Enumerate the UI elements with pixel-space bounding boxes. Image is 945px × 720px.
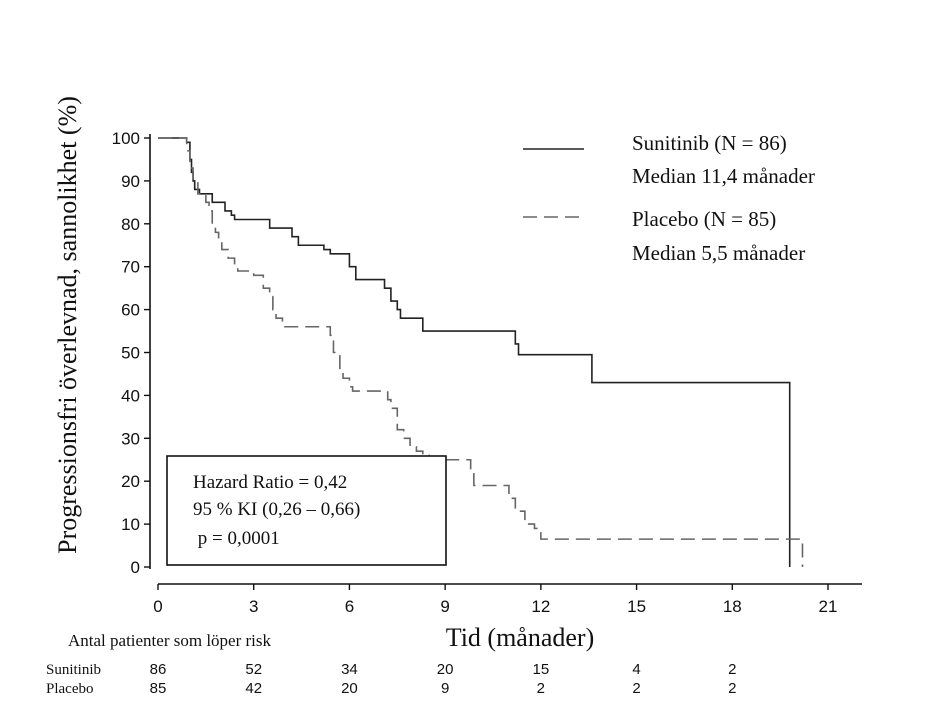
x-tick-label: 0 (153, 597, 162, 616)
at-risk-title: Antal patienter som löper risk (68, 631, 272, 650)
at-risk-value-sunitinib: 20 (437, 661, 454, 678)
at-risk-value-placebo: 20 (341, 680, 358, 697)
at-risk-value-placebo: 9 (441, 680, 449, 697)
legend: Sunitinib (N = 86) Median 11,4 månader P… (523, 131, 815, 265)
hazard-ratio-line-1: Hazard Ratio = 0,42 (193, 472, 347, 493)
at-risk-value-sunitinib: 4 (632, 661, 640, 678)
y-tick-label: 20 (121, 472, 140, 491)
hazard-ratio-line-3: p = 0,0001 (193, 528, 280, 549)
at-risk-row-label-placebo: Placebo (46, 681, 93, 697)
y-tick-label: 0 (131, 558, 140, 577)
at-risk-value-sunitinib: 2 (728, 661, 736, 678)
x-tick-label: 6 (345, 597, 354, 616)
at-risk-value-placebo: 85 (150, 680, 167, 697)
y-tick-label: 100 (112, 129, 140, 148)
at-risk-value-sunitinib: 86 (150, 661, 167, 678)
at-risk-table: Antal patienter som löper risk Sunitinib… (46, 631, 736, 697)
x-tick-label: 3 (249, 597, 258, 616)
y-tick-label: 60 (121, 301, 140, 320)
y-tick-label: 40 (121, 386, 140, 405)
hazard-ratio-frame (166, 455, 447, 566)
axes (149, 134, 862, 585)
series-placebo-curve (158, 137, 804, 567)
x-tick-label: 9 (440, 597, 449, 616)
hazard-ratio-box: Hazard Ratio = 0,42 95 % KI (0,26 – 0,66… (166, 455, 447, 566)
at-risk-values: 86 52 34 20 15 4 285 42 20 9 2 2 2 (150, 661, 737, 697)
y-tick-label: 70 (121, 258, 140, 277)
legend-sunitinib-median: Median 11,4 månader (632, 164, 815, 188)
x-tick-label: 18 (723, 597, 742, 616)
at-risk-value-placebo: 2 (537, 680, 545, 697)
axis-ticks: 0 10 20 30 40 50 60 70 80 90 100 0 3 6 9 12 15 18 21 (112, 129, 838, 616)
at-risk-value-sunitinib: 34 (341, 661, 358, 678)
legend-placebo-median: Median 5,5 månader (632, 241, 805, 265)
at-risk-value-sunitinib: 15 (533, 661, 550, 678)
at-risk-value-sunitinib: 52 (245, 661, 262, 678)
x-tick-label: 21 (819, 597, 838, 616)
y-tick-label: 90 (121, 172, 140, 191)
at-risk-row-label-sunitinib: Sunitinib (46, 662, 101, 678)
at-risk-value-placebo: 42 (245, 680, 262, 697)
series-sunitinib-curve (158, 137, 791, 567)
series-layer (158, 137, 804, 567)
hazard-ratio-line-2: 95 % KI (0,26 – 0,66) (193, 499, 360, 520)
at-risk-value-placebo: 2 (632, 680, 640, 697)
legend-placebo-name: Placebo (N = 85) (632, 207, 776, 231)
x-axis-label: Tid (månader) (446, 623, 595, 652)
legend-sunitinib-name: Sunitinib (N = 86) (632, 131, 787, 155)
x-tick-label: 12 (531, 597, 550, 616)
y-tick-label: 80 (121, 215, 140, 234)
y-tick-label: 50 (121, 344, 140, 363)
y-tick-label: 30 (121, 429, 140, 448)
at-risk-value-placebo: 2 (728, 680, 736, 697)
y-tick-label: 10 (121, 515, 140, 534)
x-tick-label: 15 (627, 597, 646, 616)
y-axis-label: Progressionsfri överlevnad, sannolikhet … (53, 96, 82, 554)
